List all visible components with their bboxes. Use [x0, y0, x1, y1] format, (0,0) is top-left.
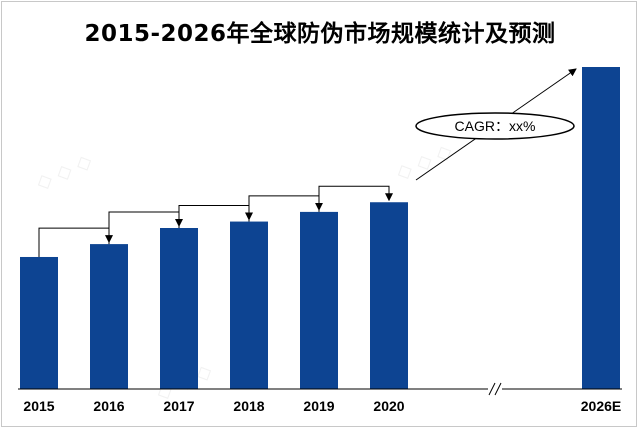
cagr-ellipse	[415, 112, 575, 140]
chart-title: 2015-2026年全球防伪市场规模统计及预测	[84, 21, 556, 47]
x-tick-2019: 2019	[303, 398, 334, 414]
bar-2015	[20, 256, 58, 389]
x-tick-2015: 2015	[23, 398, 54, 414]
watermark-mark-2: ◇ ◇ ◇	[392, 138, 456, 185]
x-tick-2020: 2020	[373, 398, 404, 414]
bar-2020	[370, 202, 408, 389]
bar-2018	[230, 221, 268, 389]
bars-layer	[20, 67, 620, 389]
axis-break-mark	[488, 382, 502, 396]
x-tick-2026E: 2026E	[581, 398, 621, 414]
axis-break-gap	[488, 385, 502, 393]
x-tick-labels: 2015 2016 2017 2018 2019 2020 2026E	[23, 398, 621, 414]
axis-break-slash-0	[488, 382, 496, 396]
growth-arrow-2019-2020	[318, 185, 393, 212]
x-tick-2016: 2016	[93, 398, 124, 414]
growth-arrows-layer	[38, 185, 393, 257]
bar-2016	[90, 244, 128, 389]
cagr-annotation: CAGR：xx%	[415, 68, 577, 181]
watermark-mark-0: ◇ ◇ ◇	[32, 148, 96, 195]
x-tick-2018: 2018	[233, 398, 264, 414]
x-tick-2017: 2017	[163, 398, 194, 414]
bar-2026E	[582, 67, 620, 389]
axis-break-slash-1	[494, 382, 502, 396]
cagr-label: CAGR：xx%	[455, 118, 536, 134]
bar-2019	[300, 211, 338, 389]
bar-2017	[160, 228, 198, 389]
